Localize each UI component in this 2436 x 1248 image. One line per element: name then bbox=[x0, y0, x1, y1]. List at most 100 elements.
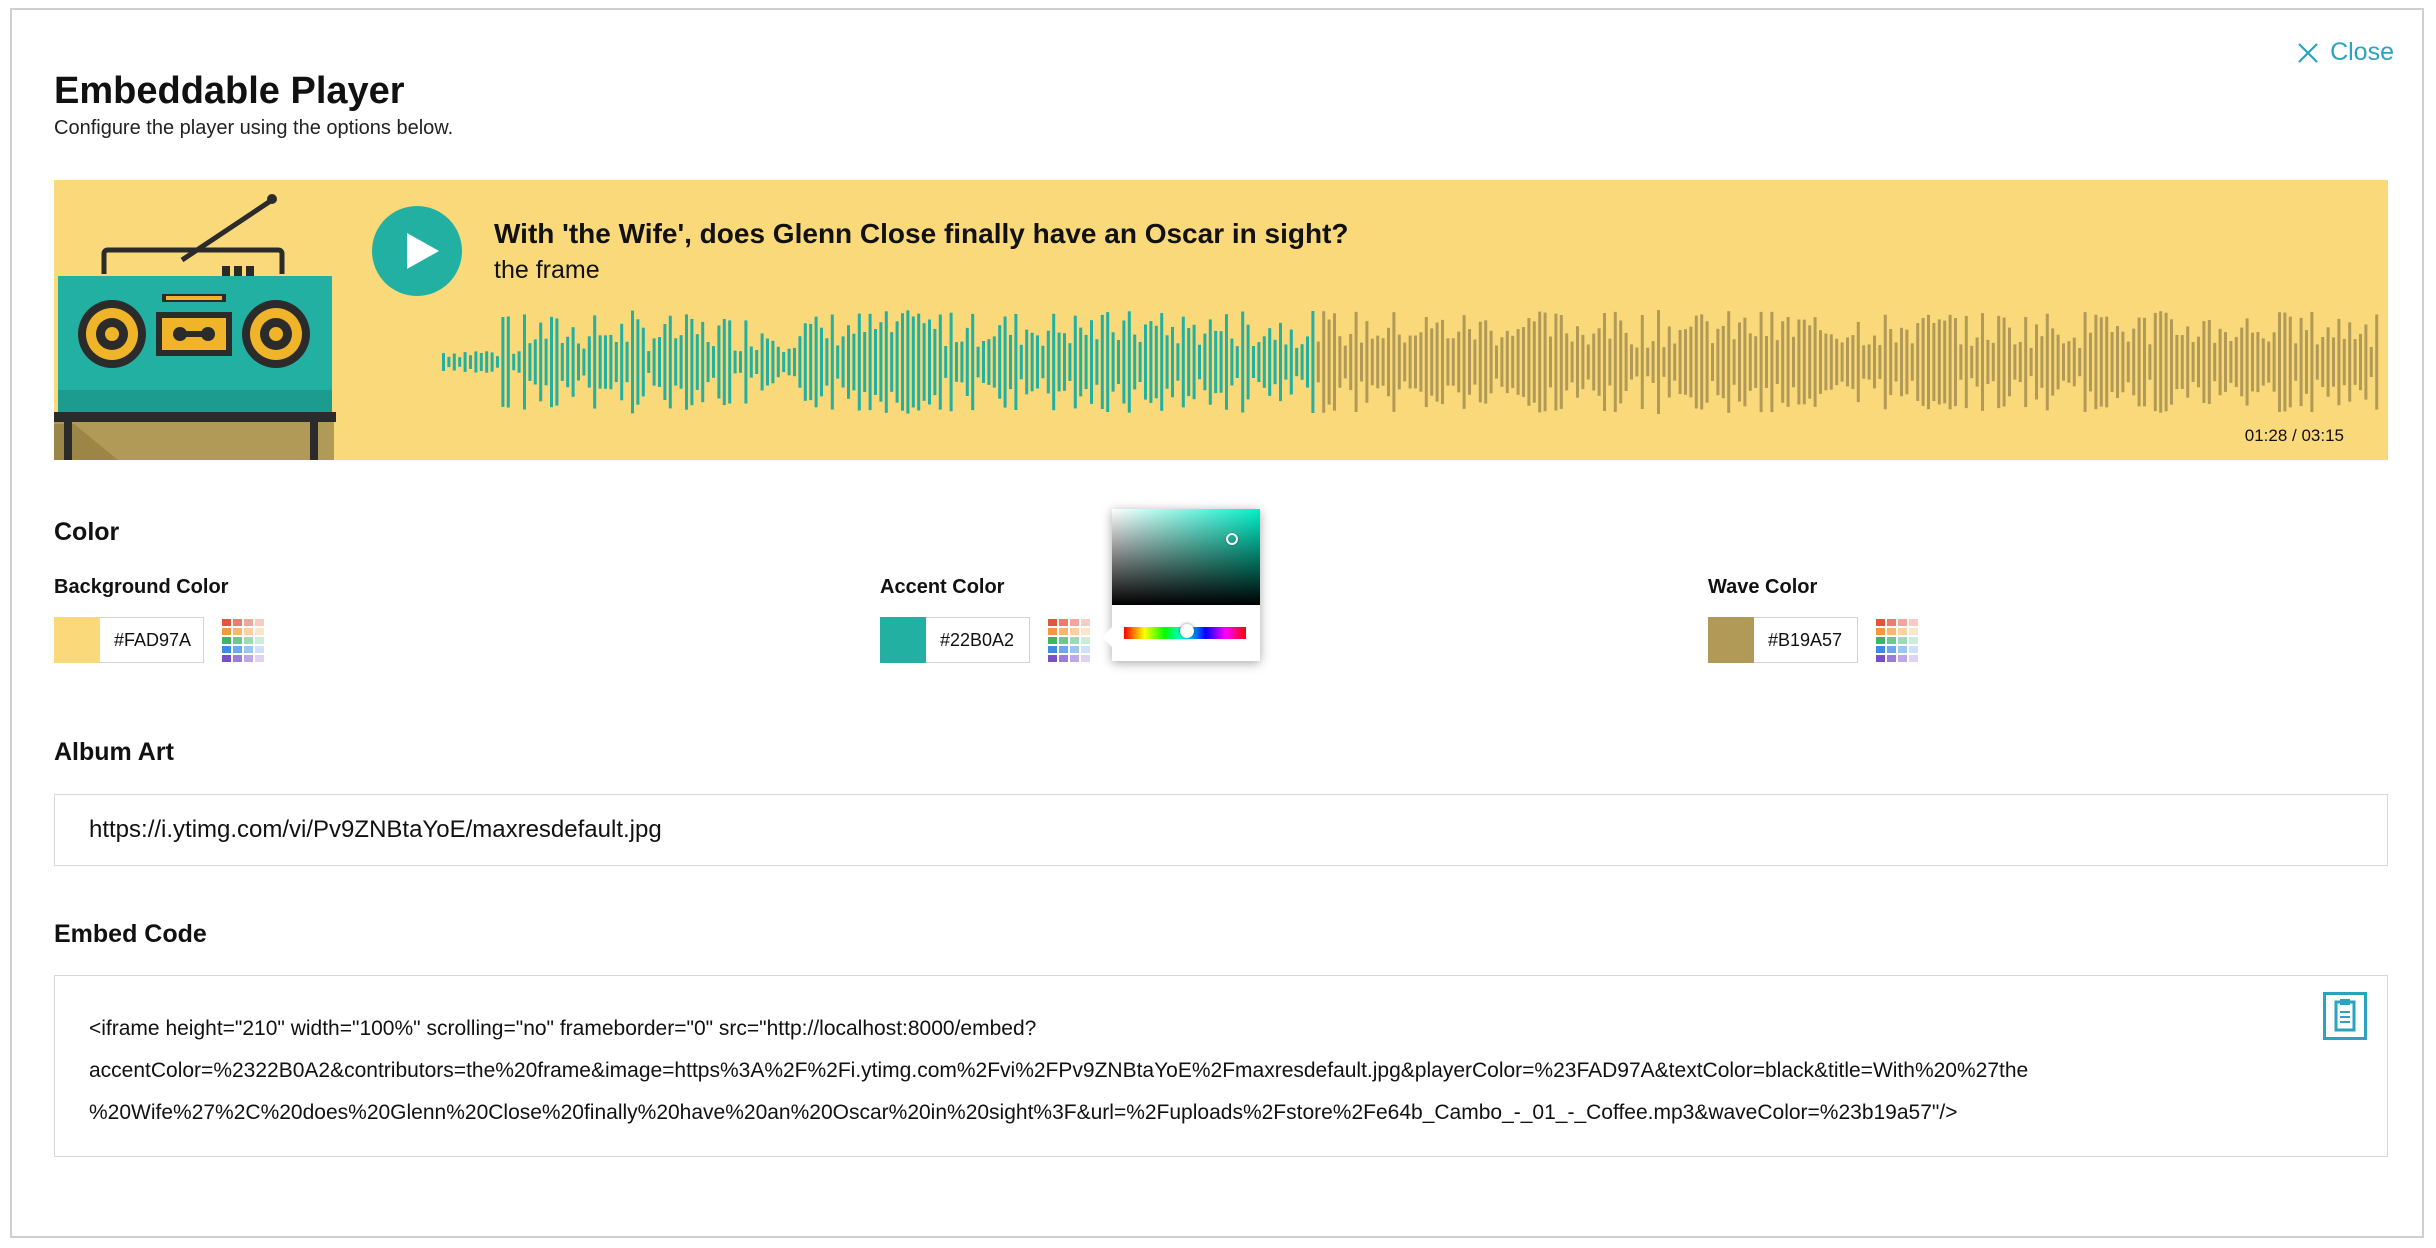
wave-color-input[interactable] bbox=[1754, 617, 1858, 663]
waveform-bar bbox=[2207, 320, 2211, 404]
waveform-bar bbox=[604, 335, 607, 389]
wave-color-label: Wave Color bbox=[1708, 576, 1818, 598]
embed-code-box[interactable]: <iframe height="210" width="100%" scroll… bbox=[54, 975, 2388, 1157]
waveform-bar bbox=[728, 320, 732, 404]
waveform-bar bbox=[1090, 320, 1093, 404]
waveform-bar bbox=[722, 319, 726, 406]
waveform-bar bbox=[566, 336, 570, 388]
waveform-bar bbox=[1068, 343, 1072, 381]
waveform-bar bbox=[1387, 327, 1390, 397]
waveform-bar bbox=[2170, 319, 2173, 405]
waveform-bar bbox=[1554, 313, 1558, 411]
saturation-value-handle[interactable] bbox=[1226, 533, 1238, 545]
waveform-bar bbox=[1781, 321, 1785, 403]
background-color-input[interactable] bbox=[100, 617, 204, 663]
waveform-bar bbox=[609, 334, 613, 390]
hue-slider[interactable] bbox=[1124, 624, 1246, 639]
waveform-bar bbox=[1673, 343, 1677, 381]
waveform-bar bbox=[1624, 332, 1628, 391]
waveform-bar bbox=[1570, 341, 1574, 383]
saturation-value-area[interactable] bbox=[1112, 509, 1260, 605]
waveform-bar bbox=[523, 314, 526, 410]
waveform-bar bbox=[1316, 341, 1320, 383]
waveform-bar bbox=[1489, 330, 1493, 394]
waveform-bar bbox=[998, 325, 1002, 399]
waveform-bar bbox=[1257, 342, 1261, 382]
waveform-bar bbox=[1079, 327, 1083, 397]
waveform-bar bbox=[1338, 336, 1342, 388]
waveform-bar bbox=[528, 343, 532, 381]
waveform-bar bbox=[830, 314, 834, 410]
hue-slider-handle[interactable] bbox=[1180, 624, 1194, 638]
palette-grid-icon[interactable] bbox=[1874, 617, 1920, 663]
waveform-bar bbox=[938, 314, 942, 410]
waveform-bar bbox=[2224, 332, 2227, 392]
waveform-bar bbox=[1716, 328, 1720, 396]
waveform-bar bbox=[2364, 324, 2368, 400]
waveform-bar bbox=[2099, 317, 2103, 407]
waveform-bar bbox=[2240, 327, 2244, 397]
waveform-bar bbox=[1743, 317, 1747, 407]
waveform-bar bbox=[1835, 338, 1839, 386]
waveform-bar bbox=[1640, 315, 1644, 409]
palette-grid-icon[interactable] bbox=[220, 617, 266, 663]
waveform-bar bbox=[2202, 321, 2206, 403]
waveform-bar bbox=[668, 315, 672, 409]
waveform-bar bbox=[890, 332, 894, 392]
waveform-bar bbox=[1273, 339, 1277, 385]
waveform-bar bbox=[685, 314, 688, 410]
waveform-bar bbox=[1878, 345, 1882, 379]
waveform-bar bbox=[2261, 338, 2265, 386]
play-button[interactable] bbox=[372, 206, 462, 296]
clipboard-icon[interactable] bbox=[2323, 992, 2367, 1040]
waveform-bar bbox=[1117, 340, 1120, 384]
waveform-bar bbox=[1565, 333, 1569, 391]
close-button[interactable]: Close bbox=[2296, 38, 2394, 67]
waveform-bar bbox=[1910, 343, 1914, 381]
waveform-bar bbox=[1462, 315, 1466, 409]
waveform-bar bbox=[1689, 326, 1693, 398]
wave-color-swatch[interactable] bbox=[1708, 617, 1754, 663]
background-color-swatch[interactable] bbox=[54, 617, 100, 663]
waveform-bar bbox=[614, 342, 618, 383]
waveform-bar bbox=[1063, 333, 1066, 391]
accent-color-input[interactable] bbox=[926, 617, 1030, 663]
waveform-bar bbox=[490, 352, 494, 372]
waveform-bar bbox=[1991, 342, 1995, 382]
waveform-bar bbox=[571, 327, 575, 397]
waveform-bar bbox=[1295, 347, 1299, 377]
waveform-bar bbox=[809, 323, 813, 401]
waveform-bar bbox=[1635, 347, 1639, 377]
waveform-bar bbox=[1311, 311, 1315, 413]
waveform-bar bbox=[652, 338, 656, 386]
waveform-bar bbox=[1327, 319, 1331, 405]
palette-grid-icon[interactable] bbox=[1046, 617, 1092, 663]
waveform-bar bbox=[2180, 335, 2184, 389]
waveform-bar bbox=[771, 340, 775, 384]
waveform-bar bbox=[1030, 332, 1034, 392]
waveform-bar bbox=[1829, 334, 1833, 390]
waveform-bar bbox=[798, 336, 802, 388]
waveform-bar bbox=[2369, 347, 2373, 377]
waveform-bar bbox=[1651, 341, 1655, 383]
album-art-url-input[interactable] bbox=[54, 794, 2388, 866]
waveform-bar bbox=[447, 356, 451, 368]
waveform-bar bbox=[1738, 322, 1741, 402]
waveform-bar bbox=[1721, 325, 1725, 399]
waveform-bar bbox=[1192, 324, 1196, 400]
waveform[interactable] bbox=[54, 180, 2388, 460]
accent-color-swatch[interactable] bbox=[880, 617, 926, 663]
waveform-bar bbox=[1435, 322, 1439, 402]
embed-code-text[interactable]: <iframe height="210" width="100%" scroll… bbox=[89, 1008, 2269, 1134]
waveform-bar bbox=[620, 323, 624, 401]
waveform-bar bbox=[1948, 314, 1952, 410]
waveform-bar bbox=[1122, 320, 1126, 404]
waveform-bar bbox=[452, 353, 456, 371]
waveform-bar bbox=[1084, 334, 1088, 390]
waveform-bar bbox=[2191, 342, 2195, 382]
waveform-bar bbox=[1727, 311, 1731, 413]
waveform-bar bbox=[1754, 336, 1758, 388]
waveform-bar bbox=[2018, 341, 2022, 383]
waveform-bar bbox=[1684, 329, 1687, 395]
waveform-bar bbox=[1846, 337, 1849, 387]
